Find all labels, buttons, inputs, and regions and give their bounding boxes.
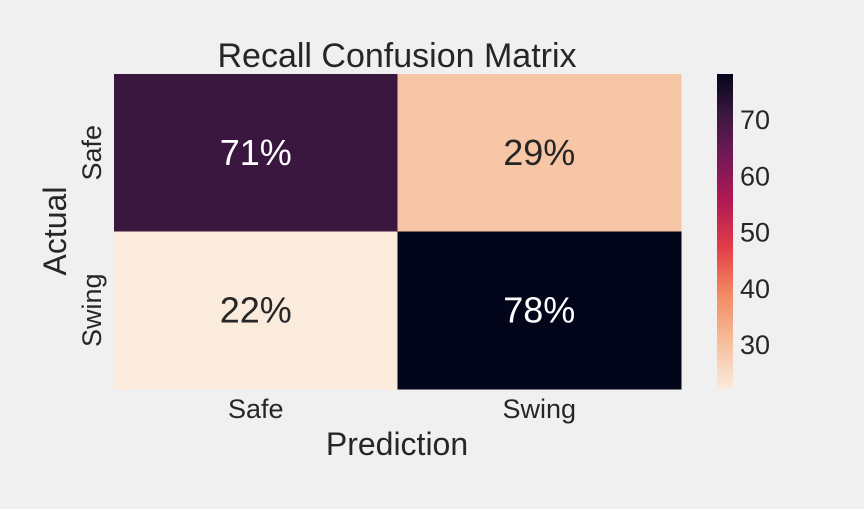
x-tick-label: Swing <box>502 394 576 424</box>
colorbar-tick-label: 40 <box>740 274 770 304</box>
x-tick-label: Safe <box>228 394 284 424</box>
chart-title: Recall Confusion Matrix <box>217 37 576 75</box>
cell-value-label: 22% <box>220 289 292 330</box>
colorbar-tick-label: 70 <box>740 105 770 135</box>
x-axis-label: Prediction <box>326 426 468 462</box>
colorbar-tick-label: 50 <box>740 218 770 248</box>
heatmap-cell <box>397 74 682 232</box>
colorbar-tick-label: 30 <box>740 330 770 360</box>
cell-value-label: 29% <box>503 132 575 173</box>
heatmap-cell <box>114 231 398 390</box>
x-tick-labels: Safe Swing <box>228 394 576 424</box>
y-tick-label: Swing <box>77 273 107 347</box>
colorbar-gradient <box>717 74 733 389</box>
cell-value-label: 78% <box>503 289 575 330</box>
y-tick-label: Safe <box>77 125 107 181</box>
heatmap-cells: 71% 29% 22% 78% <box>114 74 682 390</box>
heatmap-cell <box>397 231 682 390</box>
y-axis-label: Actual <box>37 187 73 276</box>
heatmap-cell <box>114 74 398 232</box>
y-tick-labels: Safe Swing <box>77 125 107 347</box>
colorbar: 30 40 50 60 70 <box>717 74 770 389</box>
cell-value-label: 71% <box>220 132 292 173</box>
colorbar-tick-label: 60 <box>740 161 770 191</box>
